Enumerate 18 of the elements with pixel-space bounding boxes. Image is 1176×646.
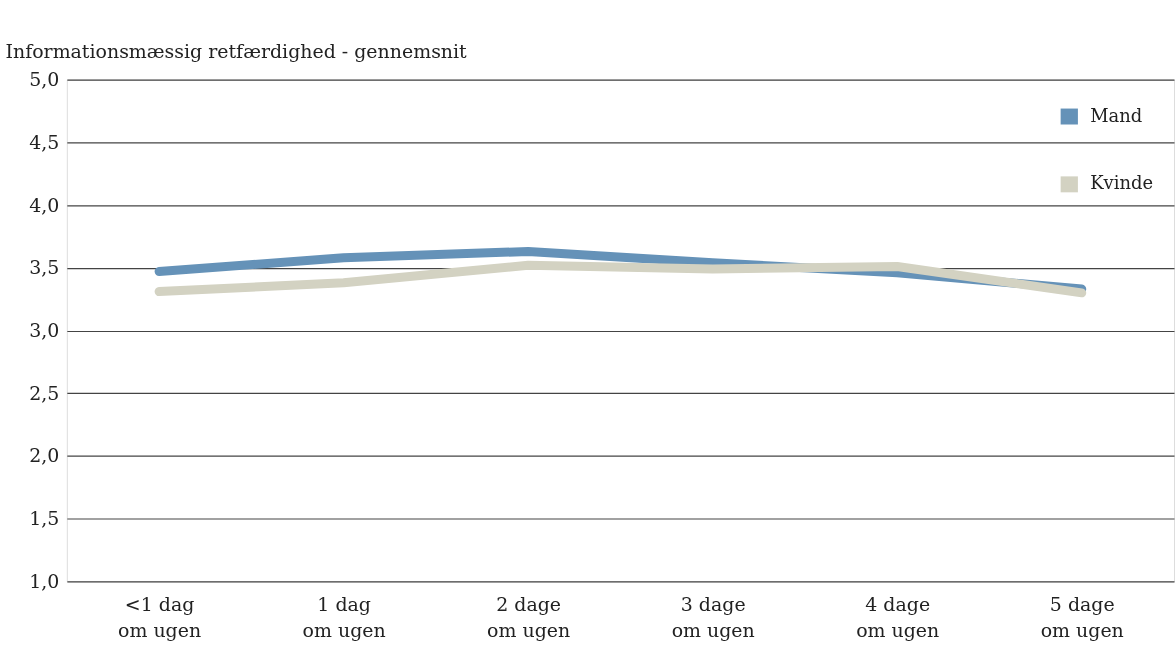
legend-label: Mand — [1090, 104, 1143, 126]
y-tick-label: 4,0 — [29, 193, 60, 216]
y-tick-label: 2,5 — [29, 381, 60, 404]
y-axis-title: Informationsmæssig retfærdighed - gennemsnit — [5, 40, 468, 63]
y-tick-label: 1,5 — [29, 507, 60, 530]
y-tick-label: 2,0 — [29, 444, 60, 467]
y-tick-label: 5,0 — [29, 68, 60, 91]
y-tick-label: 3,0 — [29, 318, 60, 341]
x-tick-label: 3 dage om ugen — [671, 592, 755, 641]
y-tick-label: 3,5 — [29, 256, 60, 279]
y-tick-label: 4,5 — [29, 130, 60, 153]
x-tick-label: <1 dag om ugen — [118, 592, 202, 641]
y-tick-label: 1,0 — [29, 569, 60, 592]
x-tick-label: 4 dage om ugen — [856, 592, 940, 641]
x-tick-label: 2 dage om ugen — [487, 592, 571, 641]
x-tick-label: 1 dag om ugen — [302, 592, 386, 641]
x-tick-label: 5 dage om ugen — [1040, 592, 1124, 641]
legend-label: Kvinde — [1090, 172, 1154, 194]
